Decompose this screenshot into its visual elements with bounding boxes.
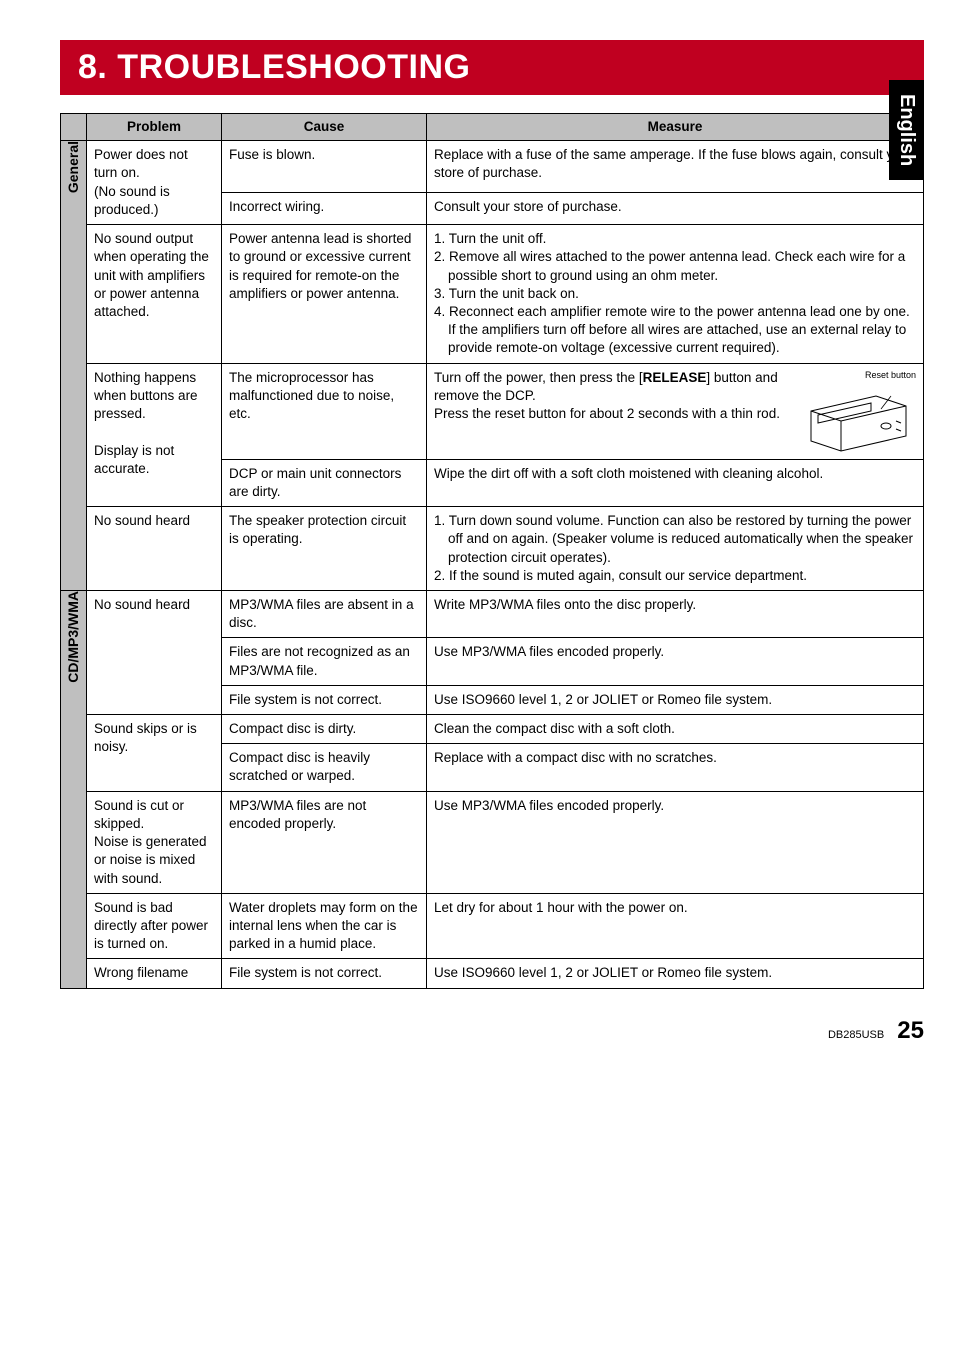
language-tab: English xyxy=(889,80,924,180)
cell-cause: MP3/WMA files are not encoded properly. xyxy=(222,791,427,893)
cell-measure: Use ISO9660 level 1, 2 or JOLIET or Rome… xyxy=(427,959,924,988)
cell-measure: Wipe the dirt off with a soft cloth mois… xyxy=(427,459,924,506)
cell-cause: Compact disc is dirty. xyxy=(222,715,427,744)
cell-measure: Use ISO9660 level 1, 2 or JOLIET or Rome… xyxy=(427,685,924,714)
cell-measure: Write MP3/WMA files onto the disc proper… xyxy=(427,590,924,637)
page-number: 25 xyxy=(897,1017,924,1044)
cell-problem: Sound is cut or skipped. Noise is genera… xyxy=(87,791,222,893)
cell-measure: Reset button xyxy=(427,363,924,459)
reset-label: Reset button xyxy=(806,369,916,381)
table-row: No sound output when operating the unit … xyxy=(61,225,924,364)
cell-problem: Power does not turn on. (No sound is pro… xyxy=(87,141,222,225)
step: 2. If the sound is muted again, consult … xyxy=(434,567,916,585)
cell-measure: 1. Turn the unit off. 2. Remove all wire… xyxy=(427,225,924,364)
step: 2. Remove all wires attached to the powe… xyxy=(434,248,916,284)
troubleshooting-table: Problem Cause Measure General Power does… xyxy=(60,113,924,989)
cell-cause: The speaker protection circuit is operat… xyxy=(222,507,427,591)
cell-measure: Replace with a compact disc with no scra… xyxy=(427,744,924,791)
cell-cause: Water droplets may form on the internal … xyxy=(222,893,427,959)
table-row: Wrong filename File system is not correc… xyxy=(61,959,924,988)
cell-problem: No sound heard xyxy=(87,507,222,591)
cell-measure: Let dry for about 1 hour with the power … xyxy=(427,893,924,959)
cell-cause: File system is not correct. xyxy=(222,685,427,714)
cell-problem: Wrong filename xyxy=(87,959,222,988)
cell-cause: Incorrect wiring. xyxy=(222,193,427,225)
cell-problem: Nothing happens when buttons are pressed… xyxy=(87,363,222,506)
col-measure: Measure xyxy=(427,114,924,141)
section-title: 8. TROUBLESHOOTING xyxy=(78,48,906,87)
release-bold: RELEASE xyxy=(643,370,707,385)
table-row: Sound is cut or skipped. Noise is genera… xyxy=(61,791,924,893)
table-row: No sound heard The speaker protection ci… xyxy=(61,507,924,591)
step: 1. Turn the unit off. xyxy=(434,230,916,248)
model-label: DB285USB xyxy=(828,1029,884,1041)
cell-cause: Fuse is blown. xyxy=(222,141,427,193)
step: 3. Turn the unit back on. xyxy=(434,285,916,303)
cell-problem: No sound heard xyxy=(87,590,222,714)
page-container: English 8. TROUBLESHOOTING Problem Cause… xyxy=(60,40,924,1045)
step: 1. Turn down sound volume. Function can … xyxy=(434,512,916,567)
cell-cause: Power antenna lead is shorted to ground … xyxy=(222,225,427,364)
cell-cause: File system is not correct. xyxy=(222,959,427,988)
step: 4. Reconnect each amplifier remote wire … xyxy=(434,303,916,358)
cell-cause: The microprocessor has malfunctioned due… xyxy=(222,363,427,459)
page-footer: DB285USB 25 xyxy=(60,1017,924,1045)
cell-measure: Use MP3/WMA files encoded properly. xyxy=(427,791,924,893)
table-header-row: Problem Cause Measure xyxy=(61,114,924,141)
cell-problem: Sound skips or is noisy. xyxy=(87,715,222,792)
cell-measure: Replace with a fuse of the same amperage… xyxy=(427,141,924,193)
cell-cause: Files are not recognized as an MP3/WMA f… xyxy=(222,638,427,685)
dcp-icon xyxy=(806,381,916,456)
cell-measure: 1. Turn down sound volume. Function can … xyxy=(427,507,924,591)
cell-cause: DCP or main unit connectors are dirty. xyxy=(222,459,427,506)
measure-text: Turn off the power, then press the [ xyxy=(434,370,643,385)
col-problem: Problem xyxy=(87,114,222,141)
section-header: 8. TROUBLESHOOTING xyxy=(60,40,924,95)
cell-measure: Consult your store of purchase. xyxy=(427,193,924,225)
table-row: Sound skips or is noisy. Compact disc is… xyxy=(61,715,924,744)
table-row: General Power does not turn on. (No soun… xyxy=(61,141,924,193)
cell-cause: Compact disc is heavily scratched or war… xyxy=(222,744,427,791)
cell-problem: No sound output when operating the unit … xyxy=(87,225,222,364)
table-row: CD/MP3/WMA No sound heard MP3/WMA files … xyxy=(61,590,924,637)
col-category-blank xyxy=(61,114,87,141)
category-general: General xyxy=(61,141,87,591)
cell-cause: MP3/WMA files are absent in a disc. xyxy=(222,590,427,637)
table-row: Sound is bad directly after power is tur… xyxy=(61,893,924,959)
category-cdmp3wma: CD/MP3/WMA xyxy=(61,590,87,988)
reset-illustration: Reset button xyxy=(806,369,916,454)
cell-measure: Clean the compact disc with a soft cloth… xyxy=(427,715,924,744)
col-cause: Cause xyxy=(222,114,427,141)
cell-problem: Sound is bad directly after power is tur… xyxy=(87,893,222,959)
cell-measure: Use MP3/WMA files encoded properly. xyxy=(427,638,924,685)
table-row: Nothing happens when buttons are pressed… xyxy=(61,363,924,459)
